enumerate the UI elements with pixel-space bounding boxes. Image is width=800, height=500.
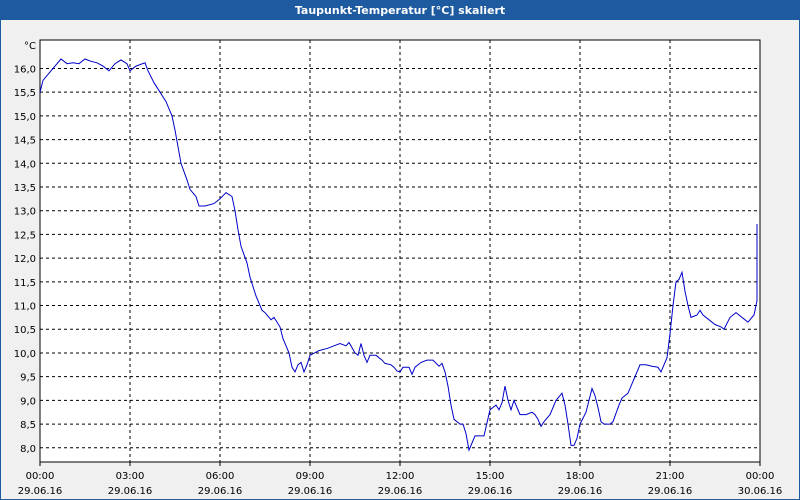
x-tick-date: 29.06.16 bbox=[468, 486, 513, 497]
y-tick-label: 15,0 bbox=[14, 112, 36, 123]
y-tick-label: 9,0 bbox=[20, 396, 36, 407]
y-tick-label: 11,0 bbox=[14, 302, 36, 313]
x-axis-ticks: 00:00 29.06.16 03:00 29.06.16 06:00 29.06.16 0… bbox=[18, 462, 783, 497]
x-tick-date: 29.06.16 bbox=[18, 486, 63, 497]
x-tick-date: 29.06.16 bbox=[378, 486, 423, 497]
y-tick-label: 13,5 bbox=[14, 183, 36, 194]
x-tick-date: 29.06.16 bbox=[648, 486, 693, 497]
y-tick-label: 16,0 bbox=[14, 64, 36, 75]
x-tick-time: 21:00 bbox=[656, 471, 685, 482]
y-tick-label: 8,5 bbox=[20, 420, 36, 431]
x-tick-date: 29.06.16 bbox=[558, 486, 603, 497]
x-tick-time: 00:00 bbox=[26, 471, 55, 482]
x-tick-time: 09:00 bbox=[296, 471, 325, 482]
x-tick-date: 29.06.16 bbox=[108, 486, 153, 497]
x-tick-date: 30.06.16 bbox=[738, 486, 783, 497]
y-tick-label: 9,5 bbox=[20, 373, 36, 384]
x-tick-time: 00:00 bbox=[746, 471, 775, 482]
x-tick-time: 03:00 bbox=[116, 471, 145, 482]
grid-lines bbox=[40, 40, 760, 462]
chart-title: Taupunkt-Temperatur [°C] skaliert bbox=[1, 1, 799, 20]
x-tick-time: 06:00 bbox=[206, 471, 235, 482]
y-tick-label: 10,0 bbox=[14, 349, 36, 360]
y-tick-label: 15,5 bbox=[14, 88, 36, 99]
x-tick-date: 29.06.16 bbox=[288, 486, 333, 497]
x-tick-date: 29.06.16 bbox=[198, 486, 243, 497]
y-axis-ticks: 16,0 15,5 15,0 14,5 14,0 13,5 13,0 12,5 12,0 11,5… bbox=[14, 64, 36, 454]
x-tick-time: 18:00 bbox=[566, 471, 595, 482]
y-axis-unit: °C bbox=[24, 41, 36, 52]
x-tick-time: 12:00 bbox=[386, 471, 415, 482]
y-tick-label: 12,5 bbox=[14, 230, 36, 241]
x-tick-time: 15:00 bbox=[476, 471, 505, 482]
y-tick-label: 8,0 bbox=[20, 444, 36, 455]
y-tick-label: 14,5 bbox=[14, 136, 36, 147]
series-line bbox=[39, 58, 758, 452]
y-tick-label: 14,0 bbox=[14, 159, 36, 170]
y-tick-label: 11,5 bbox=[14, 278, 36, 289]
y-tick-label: 10,5 bbox=[14, 325, 36, 336]
y-tick-label: 13,0 bbox=[14, 207, 36, 218]
y-tick-label: 12,0 bbox=[14, 254, 36, 265]
